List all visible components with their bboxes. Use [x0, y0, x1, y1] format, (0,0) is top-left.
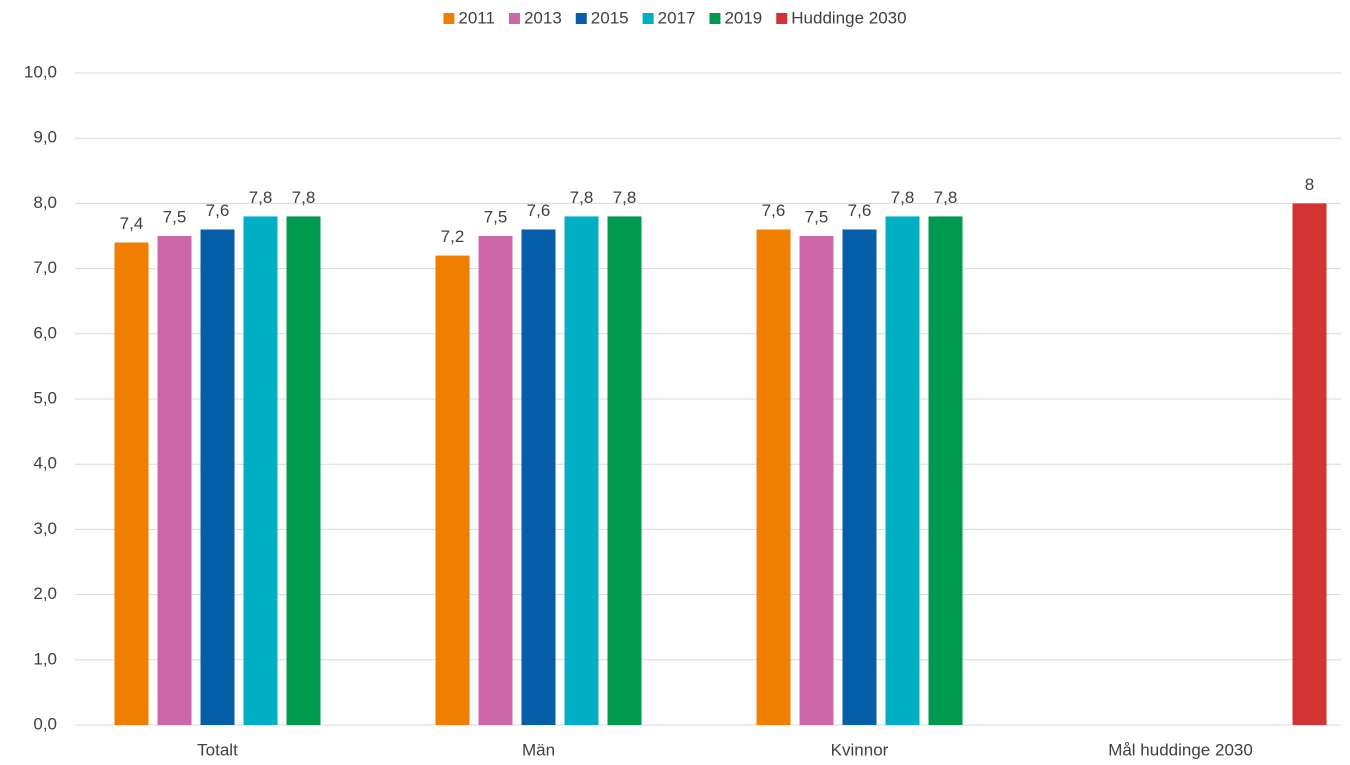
bar [114, 242, 149, 725]
data-label: 7,6 [762, 201, 786, 220]
y-tick-label: 4,0 [33, 454, 57, 473]
y-tick-label: 9,0 [33, 128, 57, 147]
legend-swatch [575, 13, 587, 24]
x-tick-label: Totalt [197, 740, 238, 759]
bar [200, 229, 235, 726]
bar [885, 216, 920, 725]
legend-label: 2017 [658, 8, 696, 27]
data-label: 7,8 [292, 188, 316, 207]
y-tick-label: 5,0 [33, 388, 57, 407]
bar [799, 236, 834, 725]
y-tick-label: 7,0 [33, 258, 57, 277]
bar [157, 236, 192, 725]
bar [478, 236, 513, 725]
y-tick-label: 10,0 [24, 62, 57, 81]
bar [1292, 203, 1327, 725]
data-label: 7,6 [848, 201, 872, 220]
bar [607, 216, 642, 725]
data-label: 7,6 [527, 201, 551, 220]
data-label: 7,8 [934, 188, 958, 207]
x-tick-label: Män [522, 740, 555, 759]
bar [928, 216, 963, 725]
bar [756, 229, 791, 726]
data-label: 7,4 [120, 214, 144, 233]
bar [435, 255, 470, 725]
data-label: 7,8 [891, 188, 915, 207]
data-label: 8 [1305, 175, 1314, 194]
bar [521, 229, 556, 726]
legend-label: Huddinge 2030 [791, 8, 906, 27]
y-tick-label: 0,0 [33, 714, 57, 733]
bar [564, 216, 599, 725]
legend-label: 2011 [458, 8, 495, 27]
legend-label: 2015 [591, 8, 629, 27]
y-tick-label: 2,0 [33, 584, 57, 603]
legend-label: 2019 [724, 8, 762, 27]
y-tick-label: 3,0 [33, 519, 57, 538]
legend-swatch [508, 13, 520, 24]
x-tick-label: Kvinnor [831, 740, 889, 759]
data-label: 7,8 [613, 188, 637, 207]
bar [286, 216, 321, 725]
data-label: 7,5 [805, 207, 829, 226]
x-tick-label: Mål huddinge 2030 [1108, 740, 1253, 759]
y-tick-label: 1,0 [33, 649, 57, 668]
legend-swatch [642, 13, 654, 24]
data-label: 7,8 [249, 188, 273, 207]
y-tick-label: 8,0 [33, 193, 57, 212]
legend-label: 2013 [524, 8, 562, 27]
data-label: 7,2 [441, 227, 465, 246]
legend-swatch [709, 13, 721, 24]
y-tick-label: 6,0 [33, 323, 57, 342]
bar [842, 229, 877, 726]
data-label: 7,5 [484, 207, 508, 226]
data-label: 7,5 [163, 207, 187, 226]
bar [243, 216, 278, 725]
data-label: 7,8 [570, 188, 594, 207]
legend-swatch [443, 13, 455, 24]
data-label: 7,6 [206, 201, 230, 220]
legend-swatch [776, 13, 788, 24]
